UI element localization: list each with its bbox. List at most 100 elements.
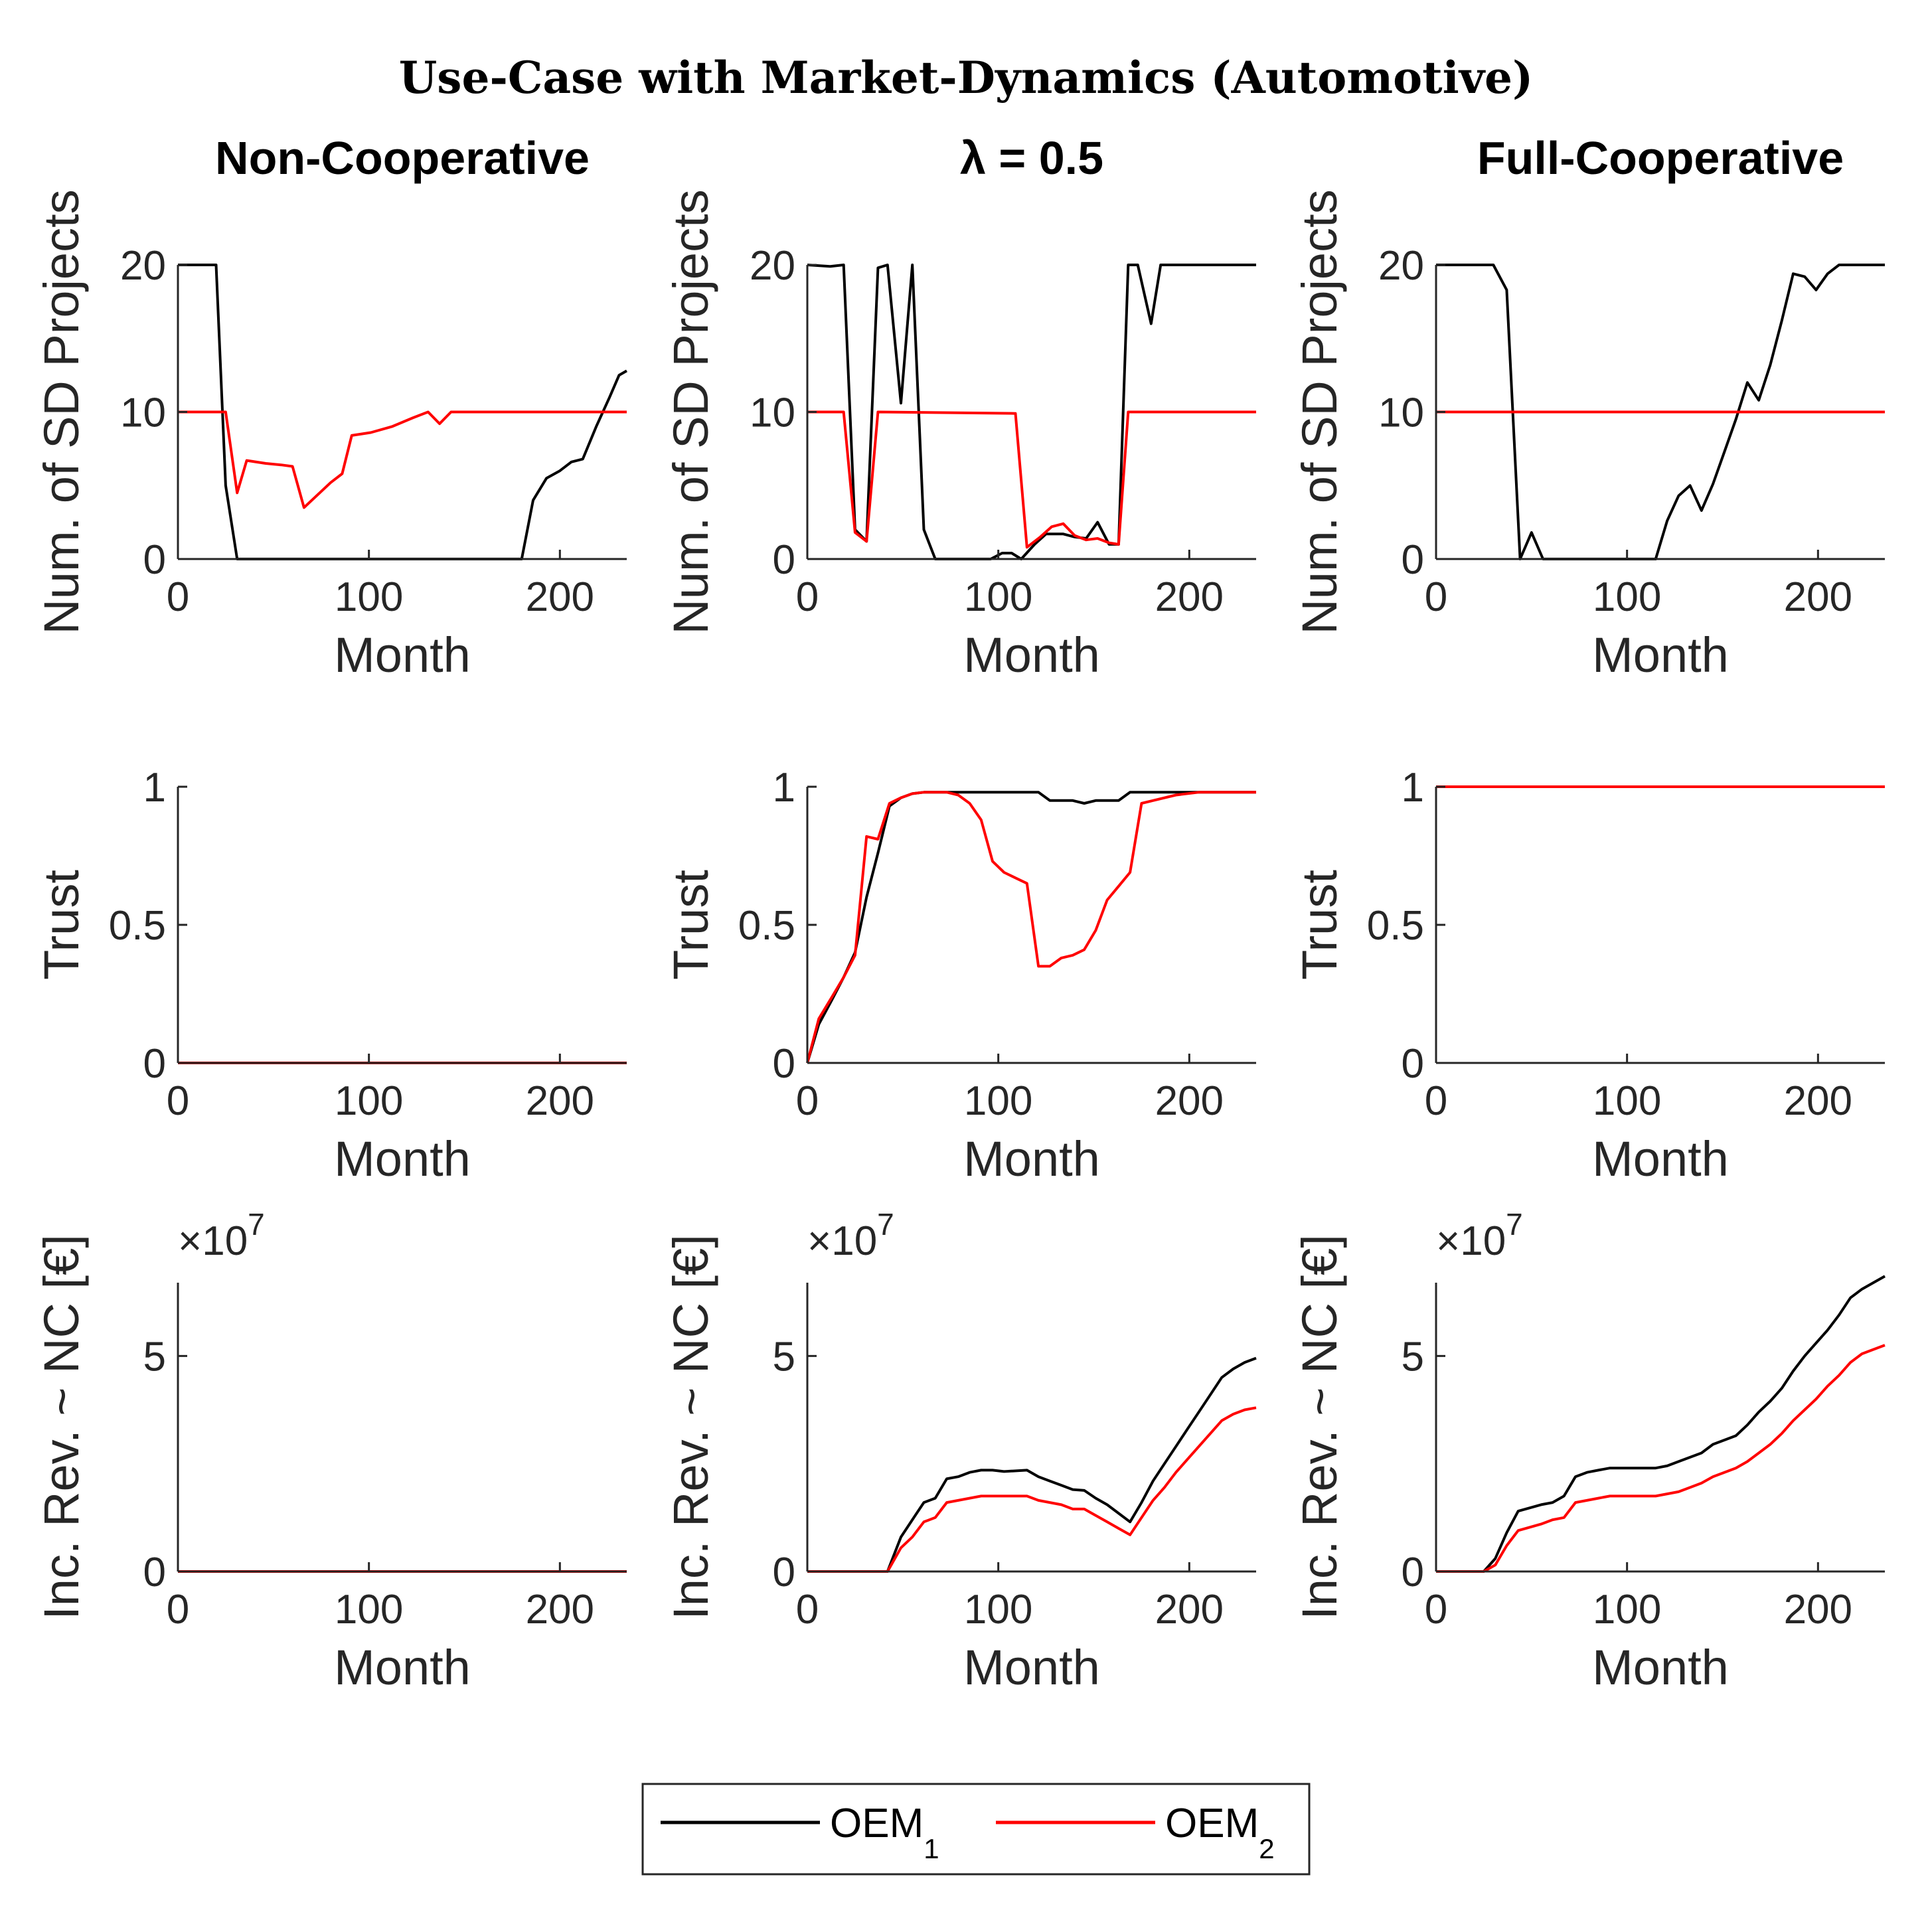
y-tick-label: 0.5 bbox=[1367, 903, 1424, 949]
x-axis-label: Month bbox=[963, 1640, 1100, 1695]
y-axis-label: Trust bbox=[1292, 870, 1347, 980]
y-tick-label: 5 bbox=[143, 1334, 166, 1380]
series-line-oem2 bbox=[178, 410, 627, 509]
y-tick-label: 1 bbox=[1402, 765, 1424, 811]
x-tick-label: 100 bbox=[335, 1587, 403, 1633]
x-tick-label: 200 bbox=[526, 1078, 594, 1124]
x-tick-label: 100 bbox=[964, 1078, 1032, 1124]
y-tick-label: 10 bbox=[120, 390, 166, 436]
x-tick-label: 200 bbox=[526, 574, 594, 620]
legend-box bbox=[641, 1783, 1311, 1876]
series-line-oem2 bbox=[1436, 1344, 1886, 1573]
y-tick-label: 0 bbox=[143, 1550, 166, 1595]
y-exponent-label: ×107 bbox=[807, 1207, 894, 1264]
y-tick-label: 5 bbox=[773, 1334, 795, 1380]
legend: OEM1 OEM2 bbox=[641, 1783, 1311, 1876]
y-tick-label: 0 bbox=[773, 1550, 795, 1595]
y-tick-label: 20 bbox=[750, 243, 795, 289]
x-axis-label: Month bbox=[334, 1131, 471, 1186]
y-tick-label: 1 bbox=[773, 765, 795, 811]
x-tick-label: 0 bbox=[796, 1078, 819, 1124]
x-tick-label: 100 bbox=[1593, 1078, 1661, 1124]
series-line-oem2 bbox=[807, 410, 1256, 549]
series-line-oem1 bbox=[1436, 1275, 1886, 1573]
y-tick-label: 5 bbox=[1402, 1334, 1424, 1380]
y-axis-label: Num. of SD Projects bbox=[34, 189, 89, 634]
legend-label-1: OEM1 bbox=[830, 1801, 939, 1864]
y-axis-label: Inc. Rev. ~ NC [€] bbox=[663, 1234, 718, 1620]
figure-title: Use-Case with Market-Dynamics (Automotiv… bbox=[399, 52, 1534, 104]
x-axis-label: Month bbox=[963, 627, 1100, 683]
x-axis-label: Month bbox=[963, 1131, 1100, 1186]
subplot-5: 0 100 200 0 0.5 1 Month Trust bbox=[663, 765, 1256, 1186]
y-tick-label: 0 bbox=[1402, 1550, 1424, 1595]
x-tick-label: 0 bbox=[1425, 1587, 1447, 1633]
subplot-title: Full-Cooperative bbox=[1477, 132, 1844, 184]
subplot-3: Full-Cooperative 0 100 200 0 10 20 Month Num. of… bbox=[1292, 132, 1885, 683]
x-axis-label: Month bbox=[1592, 627, 1729, 683]
x-tick-label: 100 bbox=[335, 1078, 403, 1124]
y-axis-label: Inc. Rev. ~ NC [€] bbox=[1292, 1234, 1347, 1620]
x-axis-label: Month bbox=[1592, 1640, 1729, 1695]
subplot-9: 0 100 200 0 5 ×107 Month Inc. Rev. ~ NC [€] bbox=[1292, 1207, 1886, 1695]
x-tick-label: 0 bbox=[796, 1587, 819, 1633]
x-tick-label: 100 bbox=[335, 574, 403, 620]
x-tick-label: 100 bbox=[964, 1587, 1032, 1633]
x-tick-label: 200 bbox=[1155, 1078, 1224, 1124]
y-tick-label: 0 bbox=[143, 1041, 166, 1087]
y-tick-label: 20 bbox=[120, 243, 166, 289]
x-axis-label: Month bbox=[1592, 1131, 1729, 1186]
subplot-2: λ = 0.5 0 100 200 0 10 20 Month Num. of SD Proje… bbox=[663, 132, 1256, 683]
x-tick-label: 200 bbox=[1155, 574, 1224, 620]
legend-label-2: OEM2 bbox=[1165, 1801, 1275, 1864]
subplot-1: Non-Cooperative 0 100 200 0 10 20 Month Num. of … bbox=[34, 132, 627, 683]
x-tick-label: 200 bbox=[1784, 1078, 1852, 1124]
x-tick-label: 0 bbox=[1425, 1078, 1447, 1124]
series-line-oem1 bbox=[178, 264, 627, 560]
x-tick-label: 0 bbox=[167, 1078, 189, 1124]
series-line-oem1 bbox=[1436, 264, 1885, 560]
y-tick-label: 0 bbox=[1402, 1041, 1424, 1087]
subplot-4: 0 100 200 0 0.5 1 Month Trust bbox=[34, 765, 627, 1186]
y-axis-label: Num. of SD Projects bbox=[1292, 189, 1347, 634]
y-axis-label: Inc. Rev. ~ NC [€] bbox=[34, 1234, 89, 1620]
y-tick-label: 0 bbox=[1402, 537, 1424, 583]
x-axis-label: Month bbox=[334, 1640, 471, 1695]
x-tick-label: 100 bbox=[964, 574, 1032, 620]
series-line-oem2 bbox=[807, 1406, 1257, 1573]
x-tick-label: 0 bbox=[167, 1587, 189, 1633]
y-axis-label: Trust bbox=[663, 870, 718, 980]
x-axis-label: Month bbox=[334, 627, 471, 683]
x-tick-label: 100 bbox=[1593, 1587, 1661, 1633]
x-tick-label: 100 bbox=[1593, 574, 1661, 620]
series-line-oem1 bbox=[807, 264, 1256, 560]
y-tick-label: 10 bbox=[1378, 390, 1424, 436]
x-tick-label: 200 bbox=[1784, 1587, 1852, 1633]
x-tick-label: 200 bbox=[526, 1587, 594, 1633]
y-tick-label: 20 bbox=[1378, 243, 1424, 289]
y-tick-label: 0.5 bbox=[109, 903, 166, 949]
y-axis-label: Num. of SD Projects bbox=[663, 189, 718, 634]
subplot-8: 0 100 200 0 5 ×107 Month Inc. Rev. ~ NC [€] bbox=[663, 1207, 1257, 1695]
x-tick-label: 0 bbox=[1425, 574, 1447, 620]
y-tick-label: 0 bbox=[143, 537, 166, 583]
series-line-oem2 bbox=[806, 791, 1256, 1064]
y-tick-label: 0 bbox=[773, 537, 795, 583]
subplot-title: Non-Cooperative bbox=[215, 132, 590, 184]
subplot-title: λ = 0.5 bbox=[960, 132, 1103, 184]
y-exponent-label: ×107 bbox=[1436, 1207, 1523, 1264]
y-exponent-label: ×107 bbox=[178, 1207, 265, 1264]
series-line-oem1 bbox=[807, 1356, 1257, 1573]
y-tick-label: 10 bbox=[750, 390, 795, 436]
subplot-6: 0 100 200 0 0.5 1 Month Trust bbox=[1292, 765, 1885, 1186]
y-axis-label: Trust bbox=[34, 870, 89, 980]
x-tick-label: 200 bbox=[1784, 574, 1852, 620]
y-tick-label: 0.5 bbox=[738, 903, 795, 949]
x-tick-label: 0 bbox=[167, 574, 189, 620]
x-tick-label: 0 bbox=[796, 574, 819, 620]
subplot-7: 0 100 200 0 5 ×107 Month Inc. Rev. ~ NC [€] bbox=[34, 1207, 627, 1695]
x-tick-label: 200 bbox=[1155, 1587, 1224, 1633]
y-tick-label: 1 bbox=[143, 765, 166, 811]
